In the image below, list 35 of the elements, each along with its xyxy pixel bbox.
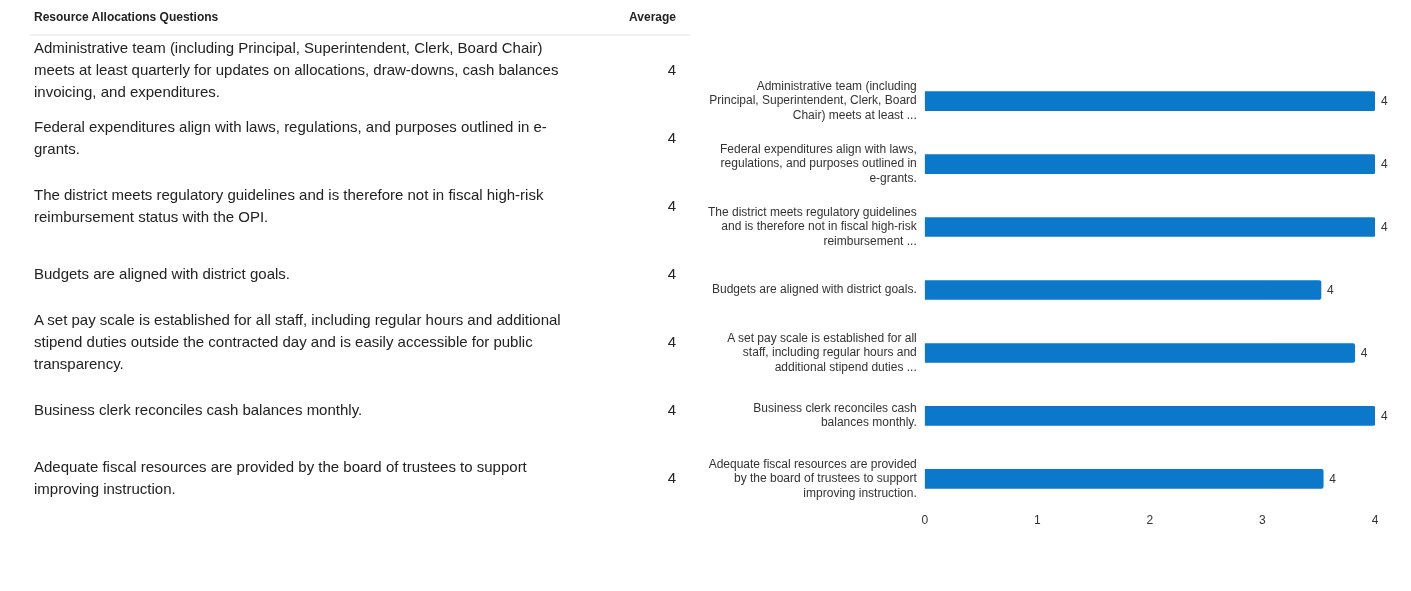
y-tick-label: Adequate fiscal resources are provided by the board of trustees to support improving instruction. bbox=[708, 456, 918, 500]
category-label: Administrative team (including Principal, Superintendent, Clerk, Board Chair) meets at least quarterly for updates on allocations, draw-downs, cash balances invoicing, and expenditures. bbox=[33, 38, 560, 102]
x-tick-label: 3 bbox=[1259, 512, 1267, 527]
text: Resource Allocations Questions bbox=[34, 10, 219, 24]
data-label: 4 bbox=[666, 128, 677, 148]
data-label: 4 bbox=[666, 196, 677, 216]
data-label: 4 bbox=[1360, 346, 1368, 361]
data-label: 4 bbox=[1381, 409, 1388, 424]
category-label: Business clerk reconciles cash balances monthly. bbox=[33, 400, 364, 420]
category-label: The district meets regulatory guidelines and is therefore not in fiscal high-risk reimbursement status with the OPI. bbox=[33, 185, 545, 227]
x-tick-label: 0 bbox=[921, 512, 929, 527]
x-tick-label: 1 bbox=[1033, 512, 1041, 527]
data-label: 4 bbox=[666, 60, 677, 80]
y-tick-label: Budgets are aligned with district goals. bbox=[711, 282, 917, 297]
data-label: 4 bbox=[666, 400, 677, 420]
y-tick-label: Federal expenditures align with laws, regulations, and purposes outlined in e-grants. bbox=[719, 141, 917, 185]
category-label: A set pay scale is established for all staff, including regular hours and additional stipend duties outside the contracted day and is easily accessible for public transparency. bbox=[33, 310, 562, 374]
data-label: 4 bbox=[1381, 157, 1388, 172]
x-tick-label: 2 bbox=[1146, 512, 1154, 527]
category-label: Adequate fiscal resources are provided by the board of trustees to support improving instruction. bbox=[33, 457, 528, 499]
category-label: Budgets are aligned with district goals. bbox=[33, 264, 291, 284]
data-label: 4 bbox=[1329, 472, 1337, 487]
y-tick-label: A set pay scale is established for all staff, including regular hours and additional stipend duties ... bbox=[727, 330, 917, 374]
data-label: 4 bbox=[666, 332, 677, 352]
data-label: 4 bbox=[1381, 94, 1388, 109]
y-tick-label: Administrative team (including Principal, Superintendent, Clerk, Board Chair) meets at least ... bbox=[709, 79, 917, 122]
data-label: 4 bbox=[1326, 283, 1334, 298]
y-tick-label: The district meets regulatory guidelines and is therefore not in fiscal high-risk reimbursement ... bbox=[708, 204, 918, 248]
text: Average bbox=[629, 10, 676, 24]
category-label: Federal expenditures align with laws, regulations, and purposes outlined in e-grants. bbox=[33, 117, 548, 159]
data-label: 4 bbox=[666, 468, 677, 488]
y-tick-label: Business clerk reconciles cash balances monthly. bbox=[753, 401, 917, 430]
x-tick-label: 4 bbox=[1371, 512, 1379, 527]
data-label: 4 bbox=[1381, 220, 1388, 235]
data-label: 4 bbox=[666, 264, 677, 284]
